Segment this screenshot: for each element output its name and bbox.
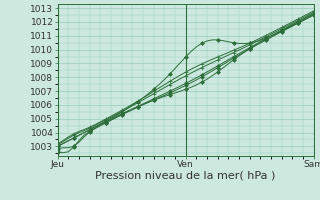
X-axis label: Pression niveau de la mer( hPa ): Pression niveau de la mer( hPa ) [95, 171, 276, 181]
